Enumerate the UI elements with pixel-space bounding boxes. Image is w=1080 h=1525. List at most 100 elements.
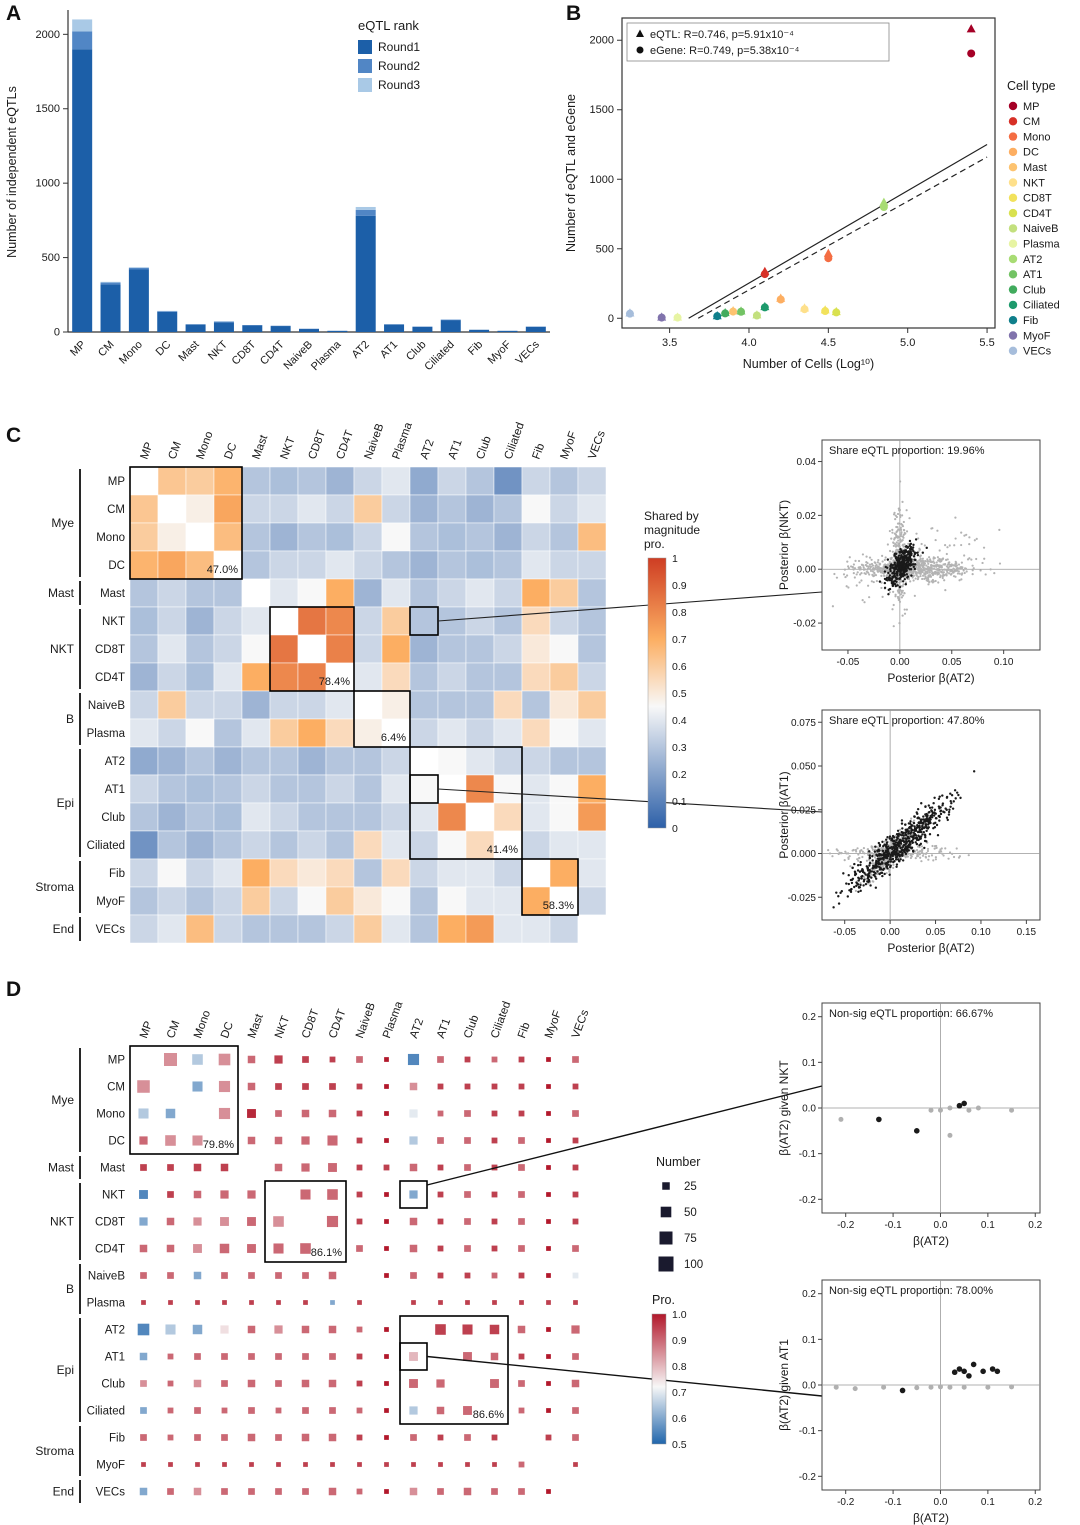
svg-text:-0.2: -0.2 [837,1497,855,1508]
svg-text:Mye: Mye [51,516,74,530]
svg-text:NKT: NKT [102,616,125,628]
svg-text:Mye: Mye [51,1093,74,1107]
svg-text:Ciliated: Ciliated [489,1000,513,1040]
svg-text:AT1: AT1 [105,1352,125,1364]
svg-text:CD8T: CD8T [95,1217,125,1229]
svg-text:AT2: AT2 [105,1325,125,1337]
svg-text:Mast: Mast [1023,162,1047,174]
svg-text:Share eQTL proportion: 47.80%: Share eQTL proportion: 47.80% [829,715,985,727]
svg-text:magnitude: magnitude [644,523,700,537]
svg-text:500: 500 [42,252,60,264]
svg-text:Number of Cells (Log¹⁰): Number of Cells (Log¹⁰) [743,357,874,371]
svg-text:AT2: AT2 [408,1017,426,1040]
svg-text:0.1: 0.1 [981,1497,995,1508]
svg-text:Shared by: Shared by [644,509,699,523]
svg-text:VECs: VECs [1023,346,1052,358]
svg-text:eQTL: R=0.746, p=5.91x10⁻⁴: eQTL: R=0.746, p=5.91x10⁻⁴ [650,29,794,41]
svg-text:VECs: VECs [570,1008,591,1040]
panel-b-label: B [566,2,582,25]
svg-text:0: 0 [608,313,614,325]
svg-text:0.8: 0.8 [672,607,687,619]
svg-text:AT1: AT1 [447,438,465,461]
svg-text:DC: DC [108,1136,125,1148]
svg-text:0.075: 0.075 [791,718,816,729]
svg-text:-0.1: -0.1 [884,1497,902,1508]
svg-text:4.5: 4.5 [821,337,836,349]
svg-text:Ciliated: Ciliated [87,1406,125,1418]
svg-text:0.025: 0.025 [791,805,816,816]
svg-text:79.8%: 79.8% [203,1139,234,1151]
svg-text:Club: Club [1023,284,1046,296]
svg-text:End: End [53,922,74,936]
svg-text:NaiveB: NaiveB [354,1001,378,1040]
svg-text:5.5: 5.5 [979,337,994,349]
svg-text:0.9: 0.9 [672,1335,687,1347]
svg-text:0.1: 0.1 [672,796,687,808]
svg-text:CD4T: CD4T [335,429,357,461]
svg-text:Mast: Mast [100,1163,126,1175]
svg-text:0.00: 0.00 [797,565,817,576]
svg-text:Club: Club [101,1379,125,1391]
panel-a-label: A [6,2,22,25]
svg-text:NaiveB: NaiveB [363,422,387,461]
svg-text:Fib: Fib [109,868,125,880]
svg-text:41.4%: 41.4% [487,844,518,856]
svg-text:CM: CM [1023,116,1040,128]
svg-text:0.2: 0.2 [672,769,687,781]
svg-text:0.0: 0.0 [934,1220,948,1231]
svg-text:Number of eQTL and eGene: Number of eQTL and eGene [564,94,578,252]
svg-text:CD8T: CD8T [300,1008,322,1040]
svg-text:Fib: Fib [531,442,548,461]
svg-text:CM: CM [167,440,184,461]
svg-text:0.1: 0.1 [981,1220,995,1231]
svg-text:Mono: Mono [192,1009,213,1040]
svg-text:β(AT2) given AT1: β(AT2) given AT1 [777,1339,791,1431]
svg-text:-0.1: -0.1 [884,1220,902,1231]
svg-text:MP: MP [138,1019,155,1040]
svg-text:5.0: 5.0 [900,337,915,349]
svg-text:MP: MP [108,476,126,488]
svg-text:0.000: 0.000 [791,849,816,860]
svg-text:Mono: Mono [96,1109,125,1121]
svg-text:Cell type: Cell type [1007,79,1056,93]
svg-text:CM: CM [165,1019,182,1040]
svg-text:Posterior β(AT1): Posterior β(AT1) [777,771,791,858]
svg-text:Club: Club [101,812,125,824]
svg-text:NaiveB: NaiveB [282,339,316,373]
svg-text:0.00: 0.00 [880,927,900,938]
svg-text:Posterior β(AT2): Posterior β(AT2) [887,941,974,955]
svg-text:Club: Club [404,339,428,363]
svg-text:86.6%: 86.6% [473,1409,504,1421]
svg-text:Number of independent eQTLs: Number of independent eQTLs [5,86,19,258]
svg-text:Fib: Fib [466,339,485,358]
svg-text:β(AT2): β(AT2) [913,1234,949,1248]
svg-text:MyoF: MyoF [96,896,125,908]
svg-text:0.050: 0.050 [791,762,816,773]
svg-text:eGene: R=0.749, p=5.38x10⁻⁴: eGene: R=0.749, p=5.38x10⁻⁴ [650,45,800,57]
svg-text:AT2: AT2 [105,756,125,768]
svg-text:0: 0 [672,823,678,835]
svg-text:0.0: 0.0 [802,1104,816,1115]
svg-text:1: 1 [672,553,678,565]
svg-text:B: B [66,712,74,726]
svg-text:pro.: pro. [644,537,665,551]
svg-text:0.10: 0.10 [994,657,1014,668]
svg-text:AT1: AT1 [105,784,125,796]
svg-text:0.0: 0.0 [934,1497,948,1508]
svg-text:CM: CM [96,339,117,360]
svg-text:NKT: NKT [206,338,230,362]
svg-text:Club: Club [462,1014,481,1040]
svg-text:MP: MP [108,1055,126,1067]
panel-b-scatter-chart: 3.5 4.0 4.5 5.0 5.5 0 500 1000 1500 2000 Number of… [564,17,1061,371]
svg-text:78.4%: 78.4% [319,676,350,688]
svg-text:Stroma: Stroma [35,880,74,894]
svg-text:1500: 1500 [590,104,614,116]
svg-text:25: 25 [684,1181,697,1193]
svg-text:Fib: Fib [109,1433,125,1445]
svg-text:Ciliated: Ciliated [1023,300,1060,312]
svg-text:1000: 1000 [590,174,614,186]
svg-text:NKT: NKT [50,1215,75,1229]
svg-text:Mono: Mono [1023,131,1051,143]
svg-text:Ciliated: Ciliated [422,339,456,373]
